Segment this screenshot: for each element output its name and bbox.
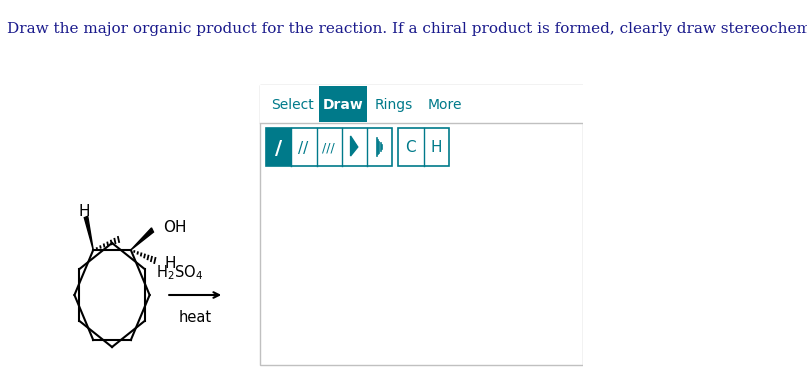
Polygon shape xyxy=(350,136,358,156)
Text: Rings: Rings xyxy=(374,98,413,112)
Bar xyxy=(320,86,367,122)
Text: //: // xyxy=(299,140,309,156)
Text: More: More xyxy=(427,98,462,112)
Text: Draw: Draw xyxy=(323,98,364,112)
Text: C: C xyxy=(405,140,416,156)
Polygon shape xyxy=(131,228,153,250)
Polygon shape xyxy=(84,216,94,250)
Text: Select: Select xyxy=(271,98,314,112)
Text: OH: OH xyxy=(163,220,187,236)
Text: H: H xyxy=(78,204,90,220)
Text: ///: /// xyxy=(323,142,335,154)
Text: H$_2$SO$_4$: H$_2$SO$_4$ xyxy=(156,264,203,282)
Bar xyxy=(266,128,291,166)
Text: H: H xyxy=(430,140,441,156)
Text: /: / xyxy=(274,138,282,158)
Text: Draw the major organic product for the reaction. If a chiral product is formed, : Draw the major organic product for the r… xyxy=(7,22,807,36)
Text: H: H xyxy=(164,257,176,271)
Text: heat: heat xyxy=(178,310,211,324)
Bar xyxy=(260,85,583,365)
Bar xyxy=(399,128,449,166)
Bar xyxy=(266,128,392,166)
Bar xyxy=(260,85,583,123)
